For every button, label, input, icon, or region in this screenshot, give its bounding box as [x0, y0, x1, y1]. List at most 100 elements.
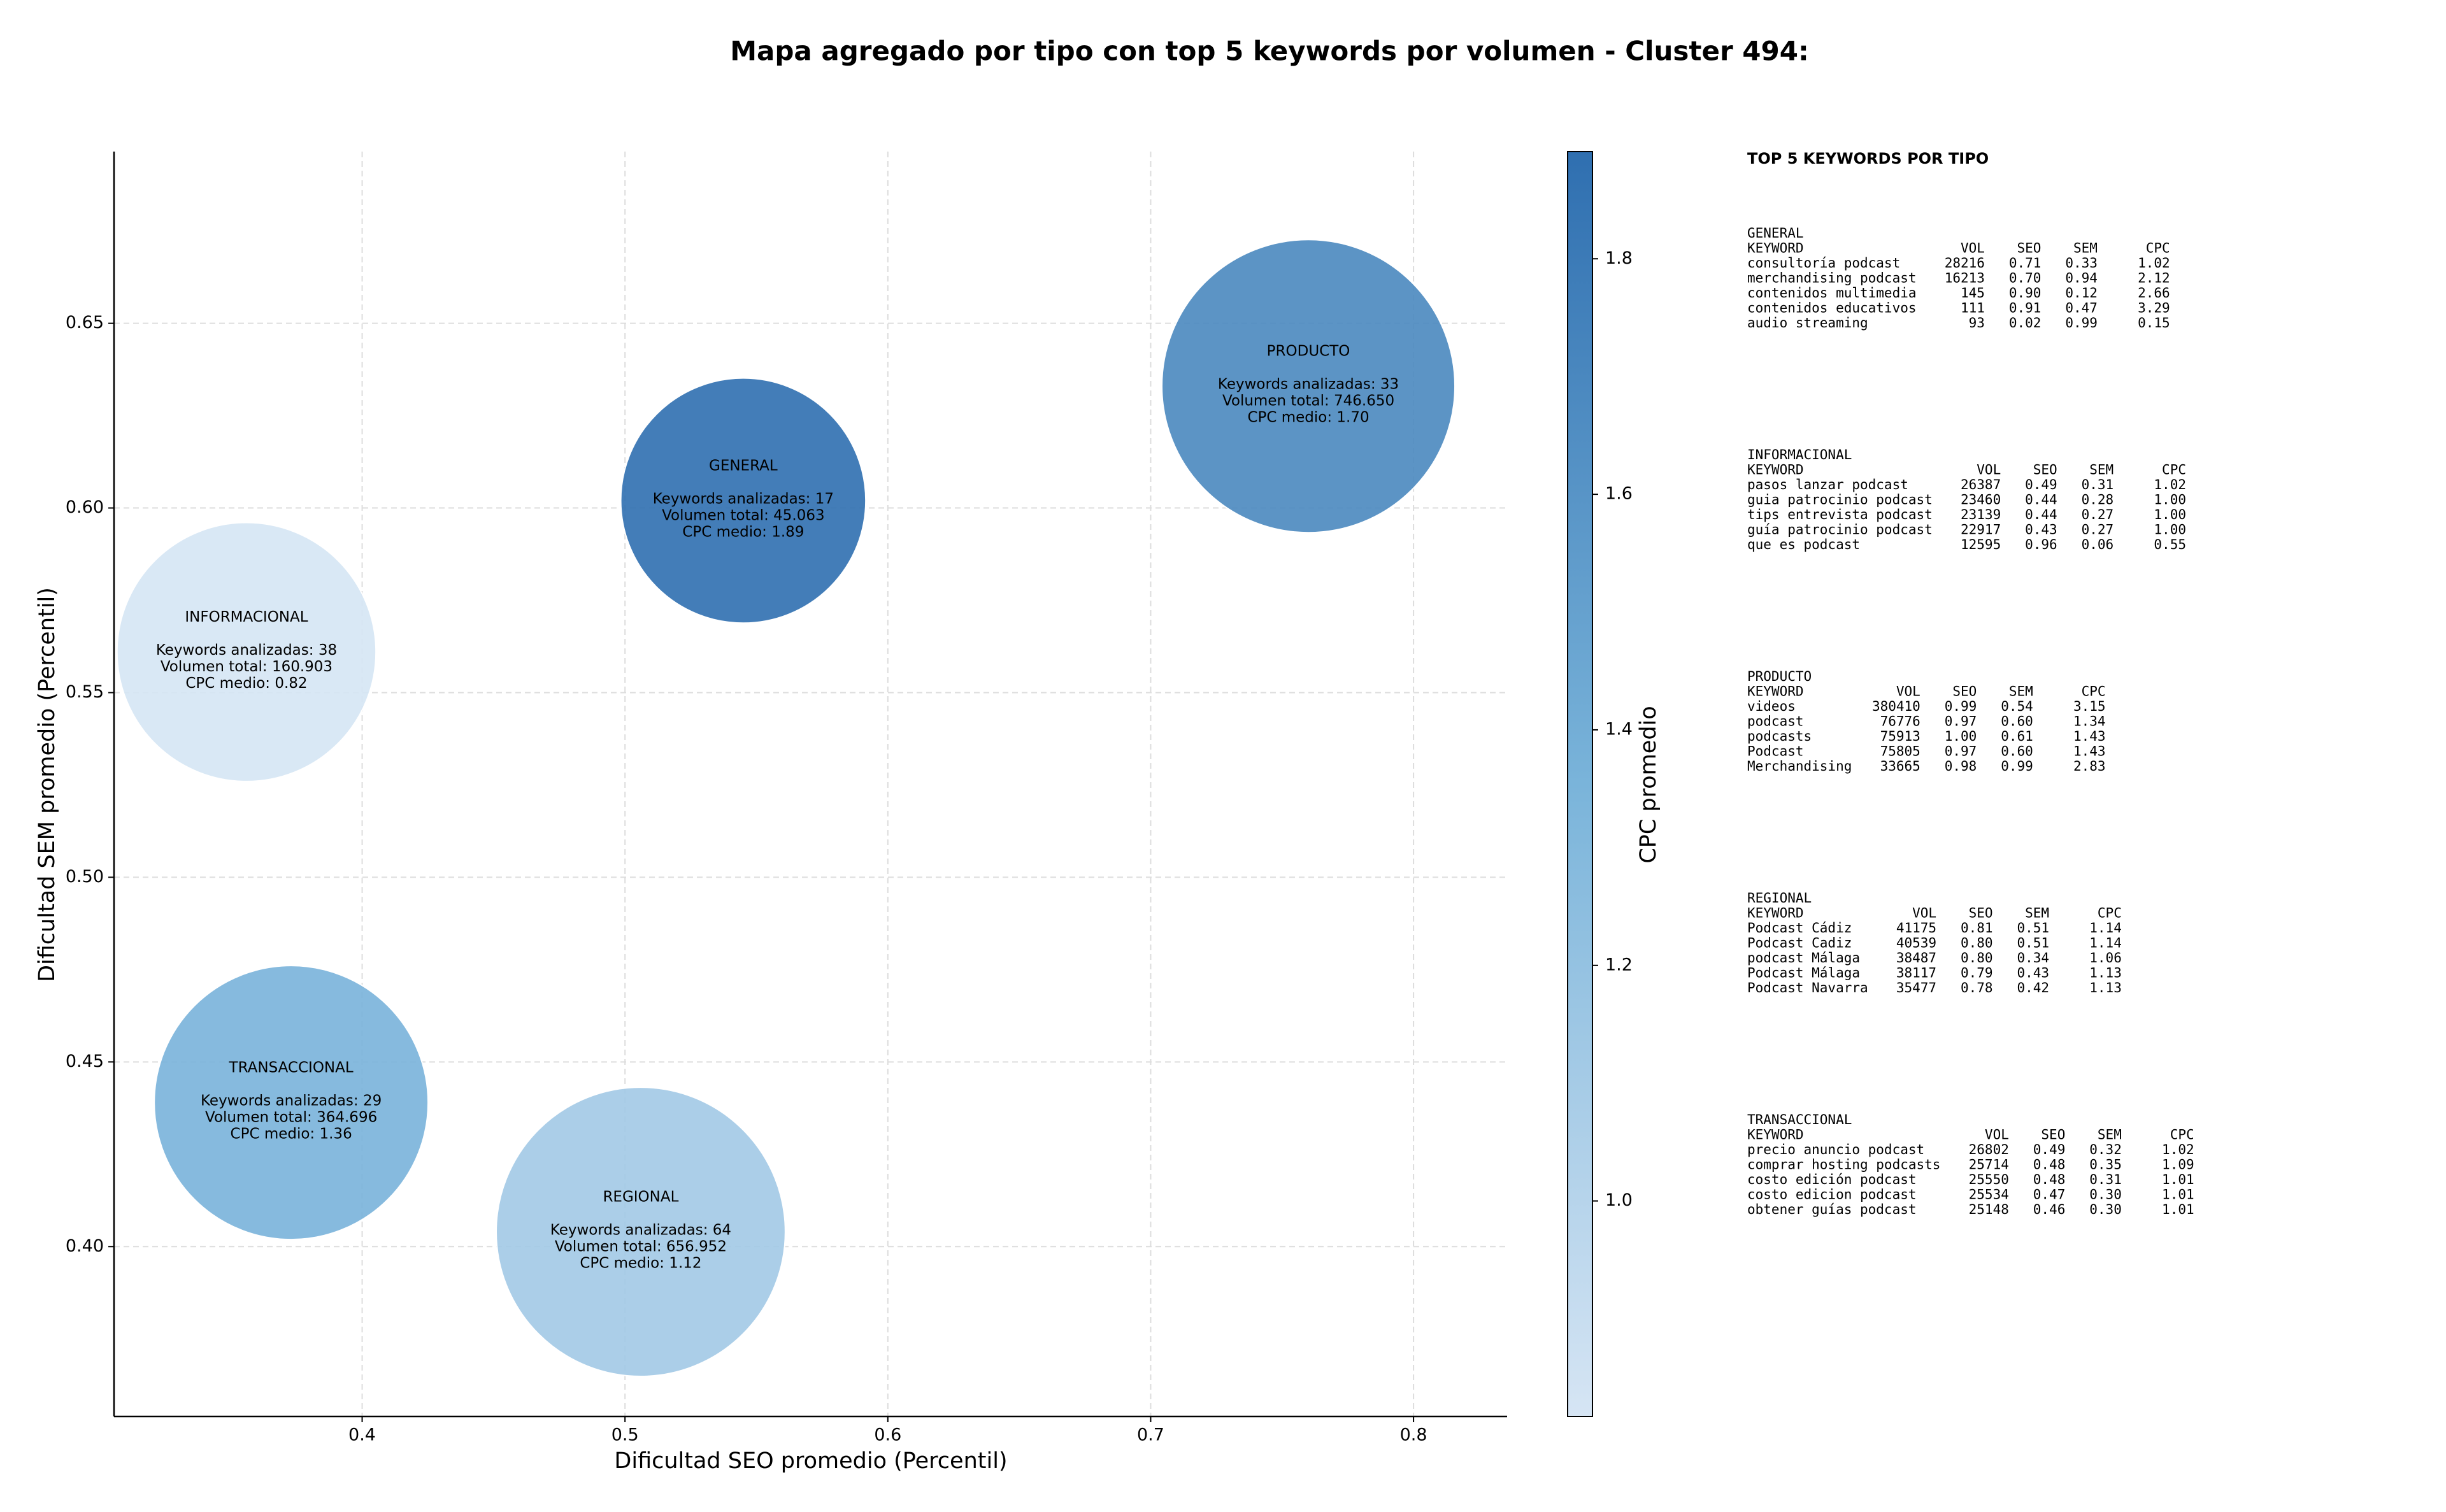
table-cell: 2.66 — [2138, 285, 2170, 301]
table-cell: 0.43 — [2017, 966, 2049, 981]
table-cell: guia patrocinio podcast — [1747, 492, 1933, 508]
table-cell: 1.09 — [2162, 1157, 2194, 1173]
table-cell: 25148 — [1969, 1202, 2009, 1217]
table-cell: consultoría podcast — [1747, 255, 1900, 271]
table-cell: 0.60 — [2001, 744, 2033, 759]
column-header: VOL — [1961, 241, 1985, 256]
table-cell: 0.99 — [1945, 699, 1977, 714]
table-cell: 1.02 — [2154, 477, 2186, 492]
table-cell: 38487 — [1896, 950, 1936, 966]
table-cell: 1.01 — [2162, 1187, 2194, 1202]
table-cell: 0.78 — [1961, 980, 1993, 995]
column-header: SEM — [2009, 684, 2033, 699]
column-header: SEO — [2033, 462, 2057, 478]
bubble — [116, 522, 377, 782]
table-cell: 0.44 — [2025, 507, 2057, 522]
column-header: CPC — [2098, 906, 2122, 921]
table-cell: 1.34 — [2073, 714, 2106, 729]
table-cell: 22917 — [1961, 522, 2001, 538]
table-cell: audio streaming — [1747, 315, 1868, 331]
table-cell: podcast — [1747, 714, 1804, 729]
column-header: SEM — [2073, 241, 2098, 256]
column-header: KEYWORD — [1747, 684, 1804, 699]
table-cell: Podcast Cadiz — [1747, 936, 1852, 951]
table-cell: 2.12 — [2138, 271, 2170, 286]
table-cell: 0.49 — [2025, 477, 2057, 492]
table-cell: 1.43 — [2073, 729, 2106, 744]
bubble-label: CPC medio: 1.70 — [1247, 410, 1369, 426]
table-cell: 26387 — [1961, 477, 2001, 492]
panel-title: TOP 5 KEYWORDS POR TIPO — [1747, 150, 1989, 168]
table-cell: merchandising podcast — [1747, 271, 1917, 286]
bubble-label: PRODUCTO — [1267, 343, 1350, 360]
bubble-label: Keywords analizadas: 29 — [201, 1093, 382, 1109]
column-header: KEYWORD — [1747, 462, 1804, 478]
table-cell: 0.48 — [2033, 1172, 2066, 1187]
table-cell: 0.99 — [2065, 315, 2098, 331]
table-cell: 38117 — [1896, 966, 1936, 981]
table-cell: 0.55 — [2154, 537, 2186, 552]
table-cell: 1.01 — [2162, 1202, 2194, 1217]
table-cell: 0.46 — [2033, 1202, 2066, 1217]
table-cell: 1.43 — [2073, 744, 2106, 759]
column-header: VOL — [1985, 1127, 2009, 1143]
bubble-label: Volumen total: 364.696 — [205, 1109, 377, 1126]
x-tick-label: 0.7 — [1137, 1425, 1164, 1445]
table-cell: 0.33 — [2065, 255, 2098, 271]
table-cell: 16213 — [1945, 271, 1985, 286]
column-header: CPC — [2146, 241, 2170, 256]
table-cell: 0.30 — [2089, 1187, 2122, 1202]
y-tick-label: 0.40 — [66, 1236, 104, 1256]
table-cell: costo edicion podcast — [1747, 1187, 1917, 1202]
table-cell: contenidos multimedia — [1747, 285, 1917, 301]
table-cell: 0.54 — [2001, 699, 2033, 714]
table-cell: 0.70 — [2009, 271, 2042, 286]
table-cell: Podcast — [1747, 744, 1804, 759]
table-cell: 0.02 — [2009, 315, 2042, 331]
table-cell: 1.13 — [2089, 980, 2122, 995]
group-name: PRODUCTO — [1747, 669, 1812, 684]
bubble — [1161, 239, 1456, 534]
column-header: SEO — [1952, 684, 1977, 699]
table-cell: 1.00 — [2154, 507, 2186, 522]
bubble — [620, 377, 867, 624]
table-cell: 26802 — [1969, 1142, 2009, 1157]
bubble — [154, 965, 429, 1241]
table-cell: 0.28 — [2082, 492, 2114, 508]
table-cell: 0.30 — [2089, 1202, 2122, 1217]
bubble-label: CPC medio: 1.36 — [231, 1126, 352, 1143]
bubble-label: Volumen total: 746.650 — [1222, 393, 1394, 410]
table-cell: 0.34 — [2017, 950, 2049, 966]
table-cell: 0.27 — [2082, 522, 2114, 538]
table-cell: 1.02 — [2138, 255, 2170, 271]
table-cell: 35477 — [1896, 980, 1936, 995]
chart-title: Mapa agregado por tipo con top 5 keyword… — [730, 36, 1809, 67]
table-cell: 0.81 — [1961, 920, 1993, 936]
table-cell: 12595 — [1961, 537, 2001, 552]
table-cell: 1.13 — [2089, 966, 2122, 981]
table-cell: 0.12 — [2065, 285, 2098, 301]
table-cell: 23139 — [1961, 507, 2001, 522]
column-header: SEM — [2025, 906, 2049, 921]
table-cell: 0.79 — [1961, 966, 1993, 981]
table-cell: pasos lanzar podcast — [1747, 477, 1908, 492]
group-name: REGIONAL — [1747, 890, 1812, 906]
table-cell: 0.44 — [2025, 492, 2057, 508]
table-cell: 0.48 — [2033, 1157, 2066, 1173]
table-cell: contenidos educativos — [1747, 301, 1917, 316]
y-tick-label: 0.50 — [66, 867, 104, 887]
colorbar-tick-label: 1.0 — [1605, 1190, 1633, 1210]
table-cell: 23460 — [1961, 492, 2001, 508]
colorbar-tick-label: 1.8 — [1605, 248, 1633, 268]
bubble-label: Volumen total: 45.063 — [662, 507, 825, 524]
table-cell: 1.02 — [2162, 1142, 2194, 1157]
table-cell: 0.47 — [2065, 301, 2098, 316]
table-cell: Merchandising — [1747, 759, 1852, 774]
table-cell: podcast Málaga — [1747, 950, 1860, 966]
bubble-label: CPC medio: 1.89 — [682, 524, 804, 540]
bubble-label: INFORMACIONAL — [185, 609, 308, 625]
table-cell: 0.98 — [1945, 759, 1977, 774]
column-header: SEM — [2098, 1127, 2122, 1143]
table-cell: 75913 — [1880, 729, 1920, 744]
